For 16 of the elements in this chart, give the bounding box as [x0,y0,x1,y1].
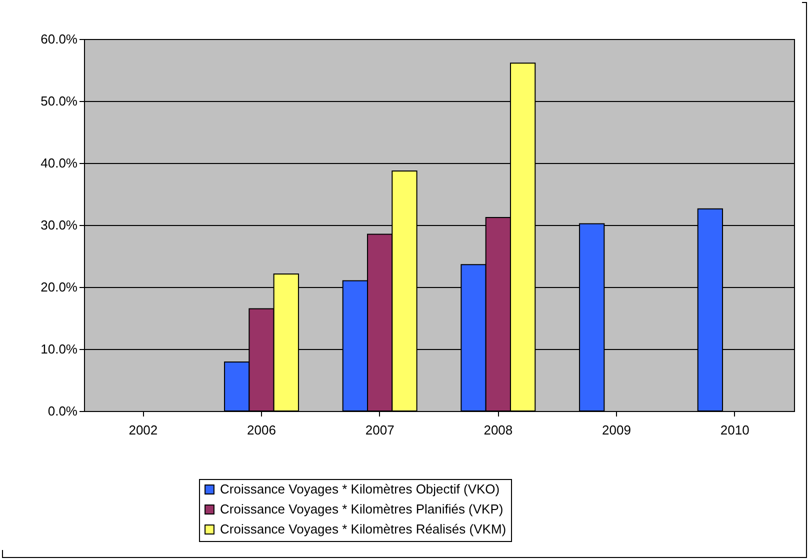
y-tick-label: 50.0% [40,94,78,108]
y-tick-label: 60.0% [40,32,78,46]
legend-label: Croissance Voyages * Kilomètres Objectif (VKO) [220,482,500,496]
y-tick-label: 20.0% [40,280,78,294]
x-tick-label: 2008 [484,422,513,438]
x-tick-label: 2002 [128,422,158,438]
y-tick-label: 0.0% [48,404,78,418]
y-tick-label: 40.0% [40,156,78,170]
x-tick-label: 2007 [365,422,394,438]
legend-label: Croissance Voyages * Kilomètres Planifiés (VKP) [220,502,504,516]
x-tick-label: 2010 [720,422,750,438]
y-tick-label: 30.0% [40,218,78,232]
legend-label: Croissance Voyages * Kilomètres Réalisés (VKM) [220,522,506,536]
x-tick-label: 2006 [247,422,276,438]
y-tick-label: 10.0% [40,342,78,356]
x-tick-label: 2009 [602,422,631,438]
